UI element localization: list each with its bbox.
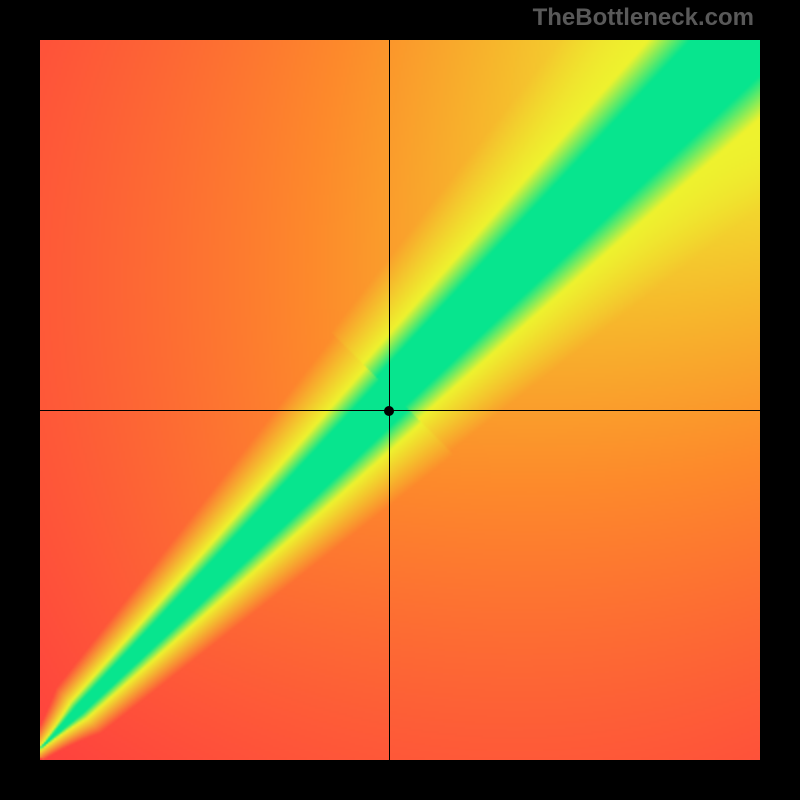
crosshair-marker [384, 406, 394, 416]
heatmap-canvas [40, 40, 760, 760]
crosshair-vertical [389, 40, 390, 760]
plot-square [40, 40, 760, 760]
crosshair-horizontal [40, 410, 760, 411]
chart-root: TheBottleneck.com [0, 0, 800, 800]
watermark-text: TheBottleneck.com [533, 4, 754, 32]
